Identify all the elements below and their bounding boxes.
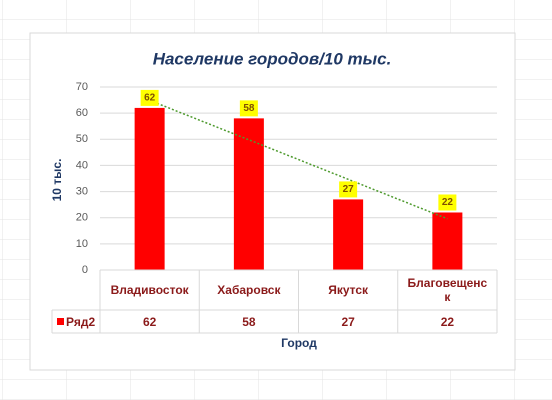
data-label-box — [140, 89, 159, 106]
y-tick-label: 60 — [76, 107, 88, 119]
category-label: Благовещенск — [407, 276, 488, 304]
table-value: 58 — [242, 314, 256, 329]
bar — [432, 212, 463, 270]
x-axis-title: Город — [281, 336, 317, 350]
table-value: 27 — [341, 314, 355, 329]
chart-area — [29, 32, 516, 371]
legend-label: Ряд2 — [66, 314, 96, 329]
trendline — [149, 99, 448, 220]
chart-title: Население городов/10 тыс. — [153, 49, 392, 68]
y-tick-label: 20 — [76, 212, 88, 224]
table-value: 62 — [142, 314, 157, 329]
y-tick-label: 40 — [76, 159, 88, 171]
data-label-box — [438, 194, 457, 211]
data-label: 58 — [243, 103, 255, 114]
data-label: 27 — [343, 184, 355, 195]
y-tick-label: 10 — [76, 238, 88, 250]
bar — [134, 107, 165, 271]
y-tick-label: 30 — [76, 185, 88, 197]
y-tick-label: 0 — [82, 264, 88, 276]
bar — [233, 118, 264, 270]
data-label-box — [239, 100, 258, 117]
category-label: Владивосток — [110, 283, 189, 297]
category-label: Якутск — [328, 283, 369, 297]
data-label: 62 — [144, 93, 156, 104]
y-tick-label: 50 — [76, 133, 88, 145]
legend-key — [57, 318, 64, 325]
data-label-box — [339, 181, 358, 198]
data-label: 22 — [442, 197, 454, 208]
y-axis-title: 10 тыс. — [50, 159, 64, 202]
category-label: Хабаровск — [217, 283, 281, 297]
table-value: 22 — [440, 314, 455, 329]
bar — [333, 199, 364, 270]
y-tick-label: 70 — [76, 81, 88, 93]
